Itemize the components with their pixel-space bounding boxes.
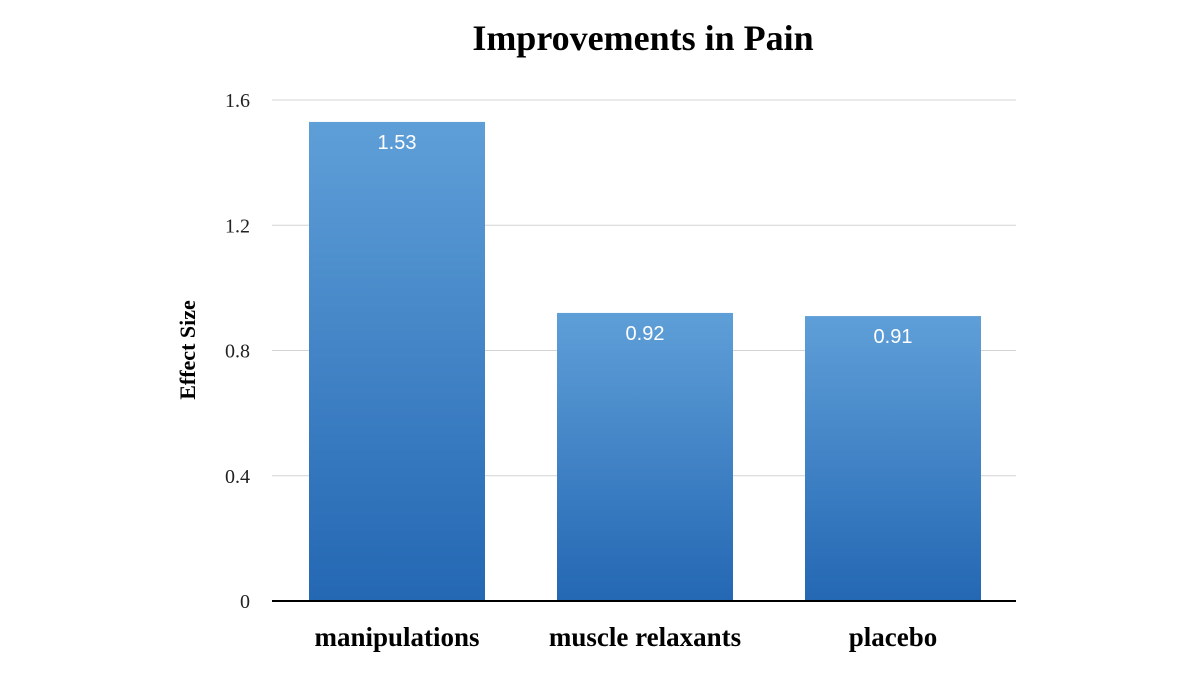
bar xyxy=(805,316,981,601)
x-tick-label: muscle relaxants xyxy=(549,622,741,652)
bars: 1.53 0.92 0.91 xyxy=(309,121,981,601)
y-axis-ticks: 0 0.4 0.8 1.2 1.6 xyxy=(225,90,250,613)
bar xyxy=(557,312,733,601)
x-tick-label: placebo xyxy=(849,622,938,652)
x-tick-label: manipulations xyxy=(314,622,479,652)
y-axis-label: Effect Size xyxy=(175,300,200,400)
bar-value-label: 1.53 xyxy=(378,132,417,154)
y-tick-label: 1.6 xyxy=(225,90,250,112)
bar xyxy=(309,121,485,601)
y-tick-label: 1.2 xyxy=(225,215,250,237)
y-tick-label: 0 xyxy=(240,591,250,613)
y-tick-label: 0.4 xyxy=(225,466,250,488)
y-tick-label: 0.8 xyxy=(225,341,250,363)
chart-title: Improvements in Pain xyxy=(472,18,813,58)
bar-value-label: 0.92 xyxy=(626,323,665,345)
x-axis-ticks: manipulations muscle relaxants placebo xyxy=(314,622,937,652)
bar-value-label: 0.91 xyxy=(874,326,913,348)
